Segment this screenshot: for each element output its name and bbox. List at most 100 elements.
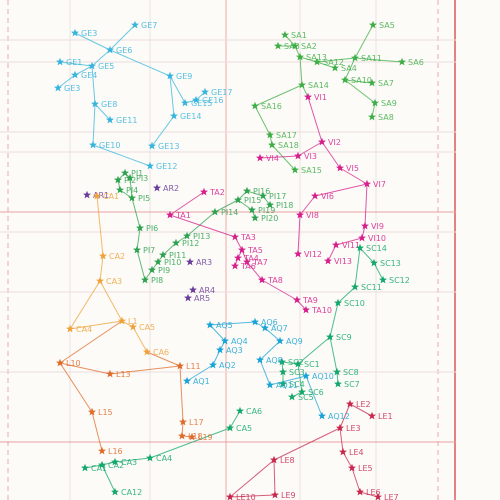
star-aq2: AQ2 [209, 360, 236, 370]
constellation-edge [354, 247, 361, 288]
star-sa2: SA2 [291, 41, 317, 51]
constellation-edge [99, 255, 104, 282]
star-label: SC10 [344, 299, 365, 308]
star-le5: LE5 [348, 463, 373, 473]
constellation-edge [57, 74, 76, 89]
star-icon [234, 253, 242, 262]
star-icon [294, 151, 302, 160]
constellation-edge [69, 280, 101, 330]
star-pi8: PI8 [141, 275, 163, 285]
star-icon [88, 61, 96, 70]
star-icon [148, 141, 156, 150]
star-icon [348, 463, 356, 472]
star-label: SA9 [381, 99, 397, 108]
star-label: VI3 [304, 152, 317, 161]
star-label: TA10 [311, 306, 332, 315]
constellation-edge [297, 141, 323, 157]
star-pi20: PI20 [251, 213, 278, 223]
constellation-edge [162, 242, 177, 256]
star-sa10: SA10 [341, 75, 372, 85]
star-ca1b: CA1 [81, 463, 107, 473]
star-sa18: SA18 [268, 140, 299, 150]
star-ta4: TA4 [234, 253, 259, 263]
star-ar2: AR2 [153, 183, 179, 193]
star-icon [54, 83, 62, 92]
star-icon [201, 87, 209, 96]
star-icon [243, 257, 251, 266]
constellation-edge [92, 144, 151, 167]
star-label: AQ6 [261, 318, 278, 327]
constellation-edge [305, 375, 323, 417]
constellation-edge [109, 49, 171, 77]
star-label: SC12 [389, 276, 410, 285]
constellation-edge [339, 427, 344, 453]
star-pi12: PI12 [172, 238, 199, 248]
star-vi6: VI6 [311, 191, 334, 201]
star-icon [226, 492, 234, 500]
star-label: SA1 [291, 31, 307, 40]
star-aq1: AQ1 [183, 376, 210, 386]
star-sc9: SC9 [326, 332, 352, 342]
star-ge3b: GE3 [54, 83, 80, 93]
star-icon [294, 359, 302, 368]
star-icon [358, 233, 366, 242]
star-icon [56, 57, 64, 66]
star-aq4: AQ4 [221, 336, 248, 346]
star-pi4: PI4 [116, 185, 138, 195]
star-label: SA16 [261, 102, 282, 111]
star-label: SA2 [301, 42, 317, 51]
star-sc2: SC2 [278, 357, 304, 367]
star-ge7: GE7 [131, 20, 157, 30]
star-vi12: VI12 [294, 249, 322, 259]
star-label: CA3 [106, 277, 122, 286]
constellation-edge [131, 197, 141, 229]
star-icon [294, 249, 302, 258]
constellation-edge [114, 457, 151, 463]
star-icon [288, 392, 296, 401]
star-sc12: SC12 [379, 275, 410, 285]
constellation-edge [169, 75, 186, 104]
star-le4: LE4 [339, 447, 364, 457]
star-label: AQ7 [271, 324, 288, 333]
star-icon [106, 369, 114, 378]
star-label: SA5 [379, 21, 395, 30]
constellation-edge [136, 227, 141, 251]
star-icon [313, 57, 321, 66]
star-label: LE6 [366, 488, 381, 497]
star-icon [181, 98, 189, 107]
star-label: SA10 [351, 76, 372, 85]
star-ge12: GE12 [146, 161, 177, 171]
star-label: PI9 [158, 266, 170, 275]
star-icon [91, 99, 99, 108]
constellation-edge [149, 427, 231, 459]
star-label: SA17 [276, 131, 297, 140]
star-icon [66, 324, 74, 333]
star-label: AQ4 [231, 337, 248, 346]
star-label: CA12 [121, 488, 142, 497]
star-label: VI13 [334, 257, 352, 266]
star-l11: L11 [176, 361, 201, 371]
star-icon [291, 41, 299, 50]
star-label: GE4 [81, 71, 97, 80]
star-vi5: VI5 [336, 163, 359, 173]
star-icon [346, 399, 354, 408]
star-icon [324, 256, 332, 265]
star-ca2b: CA2 [98, 460, 124, 470]
star-icon [111, 457, 119, 466]
star-vi2: VI2 [318, 137, 341, 147]
star-icon [332, 240, 340, 249]
star-label: AR5 [194, 294, 210, 303]
star-sa1: SA1 [281, 30, 307, 40]
star-icon [56, 358, 64, 367]
star-aq6: AQ6 [251, 317, 278, 327]
star-ge15: GE15 [181, 98, 212, 108]
star-aq7: AQ7 [261, 323, 288, 333]
star-label: SA4 [341, 64, 357, 73]
star-icon [351, 53, 359, 62]
star-label: LE4 [349, 448, 364, 457]
star-ar4: AR4 [189, 285, 215, 295]
star-le7: LE7 [374, 492, 399, 500]
constellation-edge [354, 57, 403, 63]
